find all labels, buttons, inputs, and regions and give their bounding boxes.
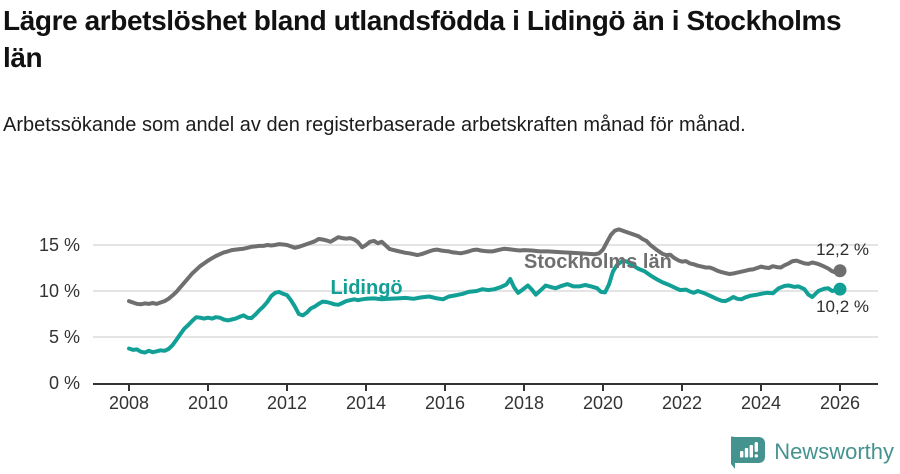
end-value-label-lidingo: 10,2 % — [816, 297, 869, 316]
exclamation-bar — [754, 442, 759, 452]
x-tick-label: 2008 — [109, 393, 149, 413]
bar-2 — [744, 448, 749, 458]
series-line-stockholm — [127, 227, 842, 307]
bar-1 — [740, 451, 744, 458]
y-tick-label: 5 % — [49, 327, 80, 347]
x-tick-label: 2022 — [662, 393, 702, 413]
end-dot-stockholm — [833, 264, 847, 278]
x-tick-label: 2010 — [188, 393, 228, 413]
x-tick-label: 2024 — [741, 393, 781, 413]
y-tick-label: 0 % — [49, 373, 80, 393]
x-tick-label: 2026 — [820, 393, 860, 413]
series-line-lidingo — [127, 258, 842, 355]
x-tick-label: 2020 — [583, 393, 623, 413]
bar-3 — [749, 445, 754, 458]
y-tick-label: 15 % — [39, 235, 80, 255]
chart-subtitle: Arbetssökande som andel av den registerb… — [3, 114, 746, 136]
newsworthy-logo-icon — [731, 436, 766, 469]
x-tick-label: 2016 — [425, 393, 465, 413]
end-dot-lidingo — [833, 282, 847, 296]
series-label-lidingo: Lidingö — [330, 277, 402, 299]
x-tick-label: 2018 — [504, 393, 544, 413]
x-tick-label: 2014 — [346, 393, 386, 413]
exclamation-dot — [754, 454, 759, 458]
newsworthy-brand-text: Newsworthy — [774, 439, 894, 464]
y-tick-label: 10 % — [39, 281, 80, 301]
end-value-label-stockholm: 12,2 % — [816, 240, 869, 259]
chart-title: Lägre arbetslöshet bland utlandsfödda i … — [3, 5, 842, 73]
newsworthy-logo[interactable]: Newsworthy — [731, 435, 894, 469]
x-tick-label: 2012 — [267, 393, 307, 413]
series-label-stockholm: Stockholms län — [524, 251, 672, 273]
